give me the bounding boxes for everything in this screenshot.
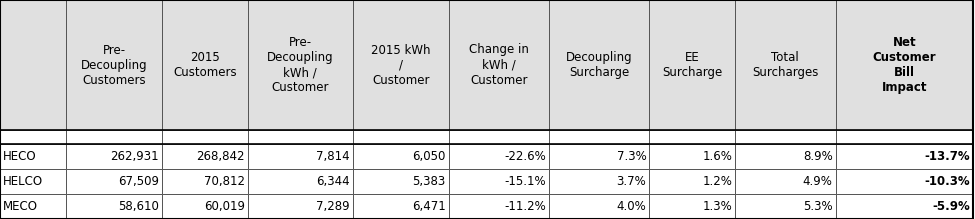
Bar [836, 144, 973, 169]
Bar [448, 0, 549, 130]
Text: MECO: MECO [3, 200, 38, 213]
Bar [0, 194, 66, 219]
Bar [248, 130, 353, 144]
Text: 4.9%: 4.9% [802, 175, 833, 188]
Text: -15.1%: -15.1% [504, 175, 546, 188]
Bar [735, 144, 836, 169]
Text: 1.3%: 1.3% [702, 200, 732, 213]
Bar [649, 130, 735, 144]
Text: Pre-
Decoupling
kWh /
Customer: Pre- Decoupling kWh / Customer [267, 36, 333, 94]
Bar [0, 144, 66, 169]
Text: Net
Customer
Bill
Impact: Net Customer Bill Impact [873, 36, 936, 94]
Bar [735, 169, 836, 194]
Text: 60,019: 60,019 [204, 200, 245, 213]
Bar [649, 169, 735, 194]
Text: 58,610: 58,610 [118, 200, 159, 213]
Bar [549, 169, 649, 194]
Text: -13.7%: -13.7% [924, 150, 970, 163]
Bar [353, 144, 448, 169]
Bar [0, 130, 66, 144]
Bar [353, 130, 448, 144]
Bar [448, 169, 549, 194]
Bar [66, 144, 162, 169]
Text: Change in
kWh /
Customer: Change in kWh / Customer [469, 44, 528, 87]
Bar [66, 194, 162, 219]
Bar [66, 0, 162, 130]
Text: 262,931: 262,931 [110, 150, 159, 163]
Text: Total
Surcharges: Total Surcharges [752, 51, 819, 79]
Text: 67,509: 67,509 [118, 175, 159, 188]
Text: 6,050: 6,050 [412, 150, 446, 163]
Text: 7.3%: 7.3% [616, 150, 646, 163]
Text: 1.2%: 1.2% [702, 175, 732, 188]
Text: 7,289: 7,289 [316, 200, 350, 213]
Bar [649, 144, 735, 169]
Bar [0, 0, 66, 130]
Bar [248, 169, 353, 194]
Bar [549, 0, 649, 130]
Bar [448, 130, 549, 144]
Text: EE
Surcharge: EE Surcharge [662, 51, 722, 79]
Bar [0, 169, 66, 194]
Bar [248, 144, 353, 169]
Bar [549, 194, 649, 219]
Bar [353, 194, 448, 219]
Bar [353, 169, 448, 194]
Text: Pre-
Decoupling
Customers: Pre- Decoupling Customers [81, 44, 147, 87]
Text: -22.6%: -22.6% [504, 150, 546, 163]
Text: 6,344: 6,344 [316, 175, 350, 188]
Text: 70,812: 70,812 [204, 175, 245, 188]
Bar [735, 194, 836, 219]
Text: 268,842: 268,842 [196, 150, 245, 163]
Bar [353, 0, 448, 130]
Text: HELCO: HELCO [3, 175, 43, 188]
Text: 7,814: 7,814 [316, 150, 350, 163]
Bar [162, 0, 248, 130]
Bar [836, 169, 973, 194]
Bar [162, 194, 248, 219]
Text: HECO: HECO [3, 150, 37, 163]
Bar [66, 169, 162, 194]
Bar [836, 0, 973, 130]
Bar [162, 144, 248, 169]
Text: 4.0%: 4.0% [616, 200, 646, 213]
Bar [448, 194, 549, 219]
Bar [735, 0, 836, 130]
Text: -5.9%: -5.9% [932, 200, 970, 213]
Bar [735, 130, 836, 144]
Bar [162, 130, 248, 144]
Bar [649, 194, 735, 219]
Bar [248, 194, 353, 219]
Text: 5.3%: 5.3% [803, 200, 833, 213]
Text: 8.9%: 8.9% [802, 150, 833, 163]
Text: 5,383: 5,383 [412, 175, 446, 188]
Text: -11.2%: -11.2% [504, 200, 546, 213]
Bar [549, 130, 649, 144]
Text: 2015 kWh
/
Customer: 2015 kWh / Customer [370, 44, 431, 87]
Bar [162, 169, 248, 194]
Text: 2015
Customers: 2015 Customers [173, 51, 237, 79]
Bar [549, 144, 649, 169]
Bar [649, 0, 735, 130]
Bar [248, 0, 353, 130]
Text: -10.3%: -10.3% [924, 175, 970, 188]
Bar [66, 130, 162, 144]
Bar [836, 194, 973, 219]
Bar [448, 144, 549, 169]
Text: 1.6%: 1.6% [702, 150, 732, 163]
Text: Decoupling
Surcharge: Decoupling Surcharge [566, 51, 633, 79]
Bar [836, 130, 973, 144]
Text: 3.7%: 3.7% [616, 175, 646, 188]
Text: 6,471: 6,471 [411, 200, 446, 213]
